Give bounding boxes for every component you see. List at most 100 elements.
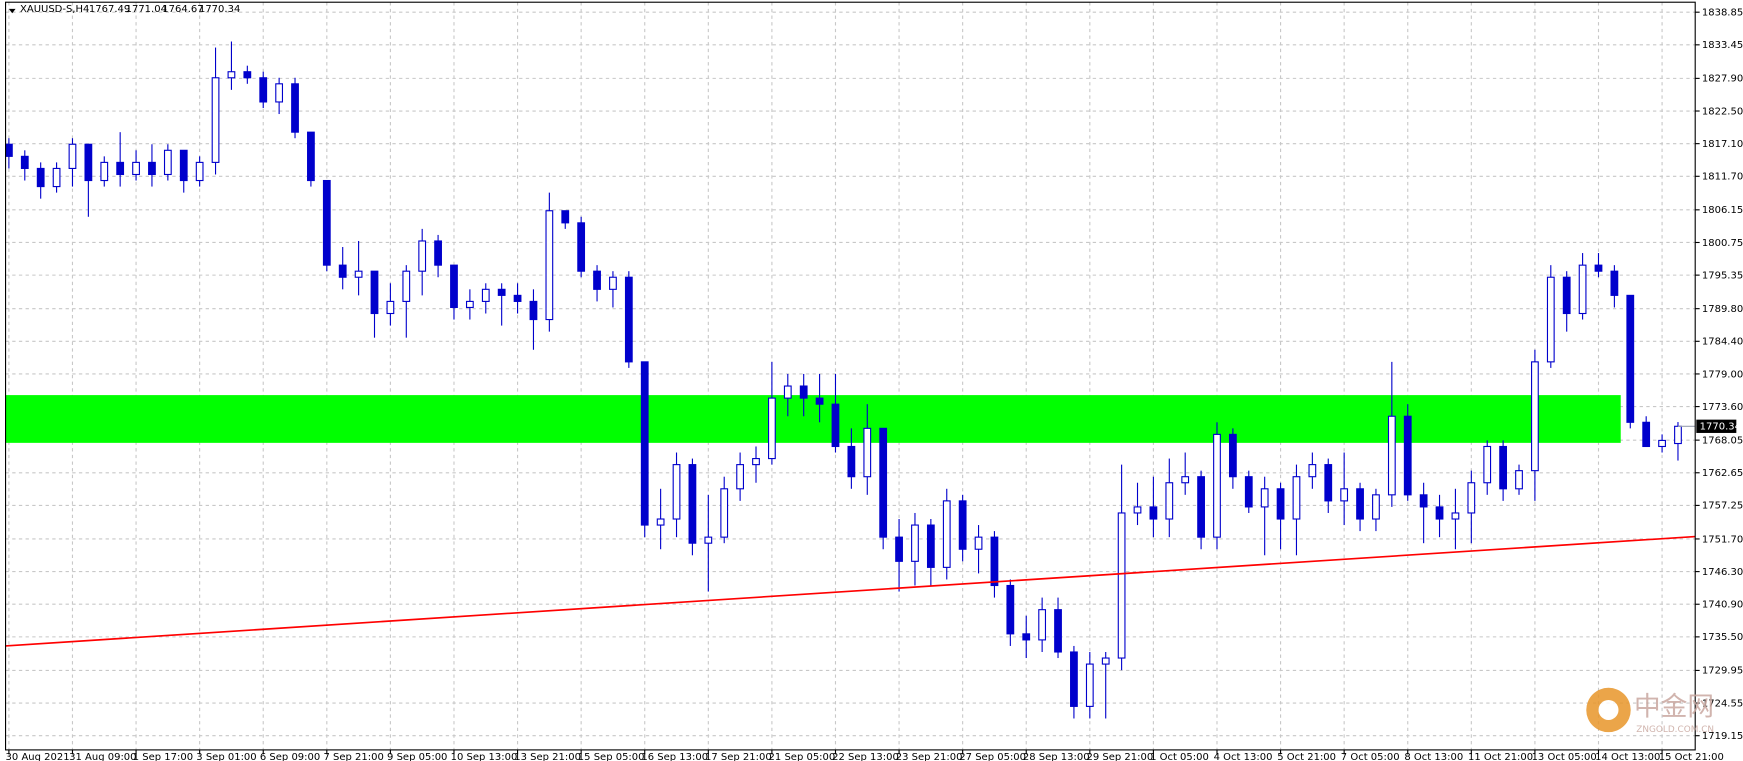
y-tick-label: 1779.00 [1702, 369, 1743, 380]
candle-body [529, 300, 538, 321]
x-tick-label: 21 Sep 05:00 [769, 752, 836, 761]
candle-body [1165, 482, 1174, 520]
x-tick-label: 29 Sep 21:00 [1086, 752, 1153, 761]
x-tick-label: 7 Oct 05:00 [1341, 752, 1400, 761]
axis-layer: 1838.85 1833.45 1827.90 1822.50 1817.10 1811.… [6, 8, 1743, 761]
candle-body [370, 270, 379, 315]
trendline [5, 535, 1696, 647]
candle-body [736, 464, 744, 490]
candle-body [752, 458, 760, 466]
x-tick-label: 31 Aug 09:00 [69, 752, 136, 761]
candle-body [1578, 264, 1587, 315]
candle-body [211, 77, 220, 163]
watermark-logo-inner [1598, 699, 1619, 720]
candle-body [1085, 663, 1094, 707]
x-tick-label: 30 Aug 2021 [6, 752, 70, 761]
y-tick-label: 1719.15 [1702, 731, 1743, 742]
candle-body [847, 445, 856, 478]
candle-body [163, 149, 172, 176]
candle-body [958, 500, 967, 550]
watermark-site: ZNGOLD.COM.CN [1636, 725, 1714, 735]
candle-body [1546, 276, 1555, 363]
candle-body [577, 222, 586, 272]
x-tick-label: 14 Oct 13:00 [1595, 752, 1660, 761]
candle-body [1356, 488, 1364, 520]
candle-body [227, 71, 236, 79]
candle-body [1594, 264, 1603, 272]
candle-body [386, 300, 395, 315]
candle-body [1213, 433, 1221, 538]
open-price: 1767.49 [89, 4, 130, 15]
candle-body [1038, 609, 1047, 641]
candle-body [1435, 506, 1444, 520]
candle-body [1372, 494, 1380, 520]
candle-body [593, 270, 601, 290]
plot-frame [5, 1, 1696, 751]
candle-body [1324, 464, 1333, 502]
candle-body [450, 264, 458, 309]
candle-body [974, 536, 983, 550]
candle-body [5, 143, 13, 157]
candle-body [895, 536, 903, 562]
y-tick-label: 1740.90 [1702, 600, 1743, 611]
candle-body [1531, 361, 1539, 472]
x-tick-label: 27 Sep 05:00 [959, 752, 1026, 761]
candle-body [275, 83, 284, 103]
candle-body [1133, 506, 1142, 514]
x-tick-label: 13 Sep 21:00 [514, 752, 581, 761]
x-tick-label: 17 Sep 21:00 [705, 752, 772, 761]
candle-body [1149, 506, 1158, 520]
candle-body [1022, 633, 1031, 641]
candle-body [338, 264, 347, 278]
candle-body [307, 131, 315, 182]
candle-body [609, 276, 617, 290]
candle-body [879, 427, 888, 538]
candle-body [783, 385, 792, 399]
candle-body [1276, 488, 1285, 520]
candle-body [1260, 488, 1269, 508]
x-tick-label: 1 Oct 05:00 [1150, 752, 1209, 761]
candle-body [1340, 488, 1349, 502]
last-price-box [1696, 419, 1737, 433]
y-tick-label: 1784.40 [1702, 337, 1743, 348]
x-tick-label: 3 Sep 01:00 [196, 752, 256, 761]
header-arrow [8, 8, 16, 14]
y-tick-label: 1817.10 [1702, 139, 1743, 150]
candle-body [799, 385, 808, 399]
candle-body [1244, 476, 1253, 508]
x-tick-label: 28 Sep 13:00 [1023, 752, 1090, 761]
candle-body [68, 143, 77, 169]
candle-body [942, 500, 951, 568]
y-tick-label: 1735.50 [1702, 632, 1743, 643]
candle-body [1006, 584, 1015, 635]
x-tick-label: 15 Sep 05:00 [578, 752, 645, 761]
candle-body [52, 167, 61, 188]
candle-body [291, 83, 299, 133]
candle-body [1181, 476, 1190, 484]
y-tick-label: 1838.85 [1702, 8, 1743, 19]
x-tick-label: 8 Oct 13:00 [1404, 752, 1463, 761]
candle-body [990, 536, 999, 587]
candle-body [656, 518, 665, 526]
candle-body [418, 240, 427, 272]
symbol: XAUUSD-S,H4 [20, 4, 89, 15]
candle-body [640, 361, 649, 526]
candle-body [926, 524, 935, 568]
candle-body [259, 77, 268, 103]
candle-body [1403, 415, 1412, 496]
candle-body [863, 427, 872, 478]
y-tick-label: 1751.70 [1702, 534, 1743, 545]
candle-body [1054, 609, 1062, 653]
candle-body [1499, 445, 1508, 490]
x-tick-label: 16 Sep 13:00 [641, 752, 708, 761]
y-tick-label: 1789.80 [1702, 304, 1743, 315]
candle-body [402, 270, 411, 302]
candle-body [1642, 421, 1651, 448]
y-tick-label: 1795.35 [1702, 270, 1743, 281]
candle-body [815, 397, 824, 405]
candle-body [720, 488, 729, 538]
x-tick-label: 5 Oct 21:00 [1277, 752, 1336, 761]
candle-body [1308, 464, 1317, 478]
